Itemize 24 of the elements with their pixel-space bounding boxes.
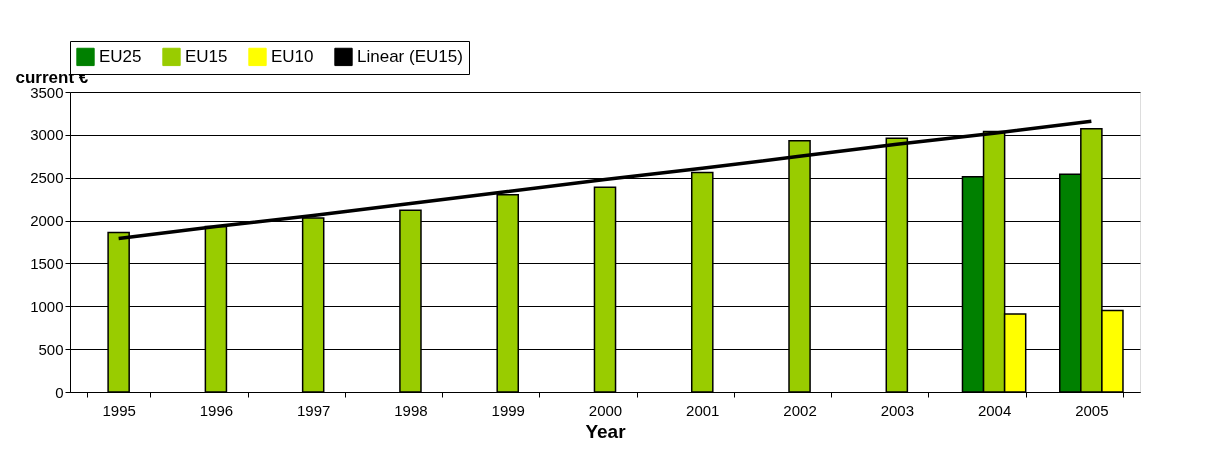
x-tick-label: 1996 — [199, 401, 234, 419]
x-tick-label: 2002 — [783, 401, 817, 419]
x-tick-label: 2005 — [1075, 401, 1109, 419]
y-tick-label: 1500 — [30, 254, 64, 272]
y-tick-label: 500 — [38, 340, 64, 358]
y-tick-label: 1000 — [30, 297, 64, 315]
x-tick-label: 2001 — [686, 401, 720, 419]
x-tick-label: 1998 — [394, 401, 428, 419]
legend-label: EU10 — [271, 46, 314, 66]
x-tick-label: 1995 — [102, 401, 136, 419]
y-tick-label: 2500 — [30, 169, 64, 187]
x-tick-label: 1999 — [491, 401, 525, 419]
x-axis-title: Year — [585, 420, 627, 442]
y-tick-label: 3500 — [30, 83, 64, 101]
x-tick-label: 2003 — [880, 401, 915, 419]
x-tick-label: 2000 — [588, 401, 623, 419]
legend-label: Linear (EU15) — [357, 46, 463, 66]
x-tick-label: 2004 — [977, 401, 1012, 419]
legend-label: EU25 — [99, 46, 142, 66]
y-tick-label: 3000 — [30, 126, 64, 144]
y-tick-label: 0 — [55, 383, 64, 401]
x-tick-label: 1997 — [296, 401, 331, 419]
legend-label: EU15 — [185, 46, 228, 66]
y-tick-label: 2000 — [30, 212, 64, 230]
